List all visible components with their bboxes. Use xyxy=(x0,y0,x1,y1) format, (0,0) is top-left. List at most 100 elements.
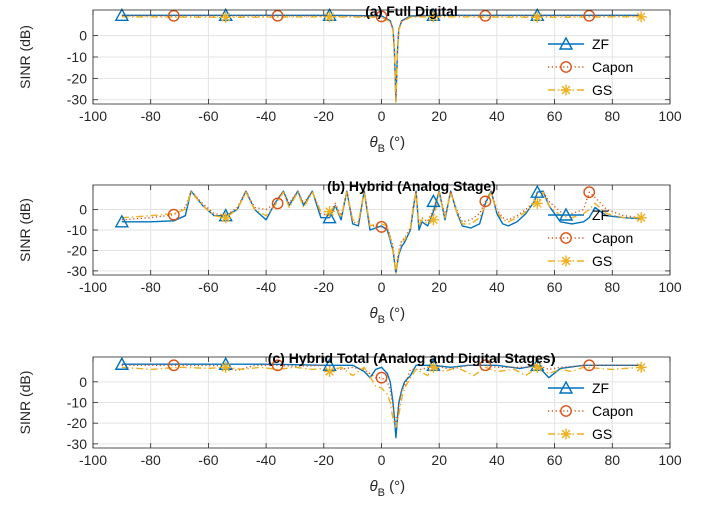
y-axis-label: SINR (dB) xyxy=(17,25,33,89)
legend-entry-gs: GS xyxy=(548,426,612,442)
subplot-title: (a) Full Digital xyxy=(365,3,458,19)
x-tick-label: -80 xyxy=(141,452,161,468)
series-line-gs xyxy=(121,16,642,103)
x-tick-label: -40 xyxy=(256,279,276,295)
legend-entry-zf: ZF xyxy=(548,207,609,223)
x-tick-label: 60 xyxy=(547,279,563,295)
legend-marker-capon xyxy=(560,61,572,73)
series-line-capon xyxy=(121,15,642,101)
legend-entry-zf: ZF xyxy=(548,36,609,52)
x-tick-label: 20 xyxy=(431,279,447,295)
data-point-capon xyxy=(167,208,180,221)
legend-marker-capon xyxy=(560,405,572,417)
data-point-capon xyxy=(583,359,596,372)
data-point-zf xyxy=(322,210,337,224)
legend-label: GS xyxy=(592,426,612,442)
data-point-capon xyxy=(375,221,388,233)
legend-label: ZF xyxy=(592,380,609,396)
data-point-capon xyxy=(583,9,596,22)
x-tick-label: -40 xyxy=(256,108,276,124)
legend-label: ZF xyxy=(592,36,609,52)
data-point-gs xyxy=(531,11,543,23)
data-point-gs xyxy=(635,212,647,224)
data-point-gs xyxy=(635,11,647,23)
data-point-gs xyxy=(531,361,543,373)
x-tick-label: -100 xyxy=(79,452,107,468)
data-point-gs xyxy=(220,212,232,224)
y-tick-label: 0 xyxy=(79,374,87,390)
legend-label: GS xyxy=(592,253,612,269)
legend-marker-capon xyxy=(560,232,572,244)
data-point-gs xyxy=(220,361,232,373)
legend-label: Capon xyxy=(592,230,633,246)
legend-label: ZF xyxy=(592,207,609,223)
data-point-capon xyxy=(583,186,596,199)
x-tick-label: 40 xyxy=(489,279,505,295)
x-tick-label: -60 xyxy=(198,108,218,124)
data-point-capon xyxy=(375,371,388,384)
data-point-gs xyxy=(324,365,336,377)
subplot-3: -100 -80 -60 -40 -20 0 20 40 60 80 100 0 -10 -20 -30 (c… xyxy=(17,350,682,499)
data-point-capon xyxy=(271,359,284,372)
legend-label: Capon xyxy=(592,403,633,419)
x-tick-label: -80 xyxy=(141,108,161,124)
legend-marker-gs xyxy=(560,428,572,440)
y-axis-label: SINR (dB) xyxy=(17,371,33,435)
x-tick-label: 60 xyxy=(547,452,563,468)
data-point-capon xyxy=(479,359,492,372)
x-tick-label: -60 xyxy=(198,452,218,468)
x-tick-label: 0 xyxy=(378,452,386,468)
x-tick-label: -20 xyxy=(314,452,334,468)
data-point-capon xyxy=(271,9,284,22)
x-tick-label: 40 xyxy=(489,108,505,124)
data-point-gs xyxy=(220,11,232,23)
legend-marker-gs xyxy=(560,255,572,267)
data-point-capon xyxy=(167,9,180,22)
y-tick-label: -20 xyxy=(67,415,87,431)
legend-label: GS xyxy=(592,82,612,98)
data-point-gs xyxy=(324,11,336,23)
legend-entry-gs: GS xyxy=(548,253,612,269)
y-tick-label: -30 xyxy=(67,263,87,279)
x-tick-label: 80 xyxy=(605,279,621,295)
data-point-gs xyxy=(427,214,439,226)
x-tick-label: 20 xyxy=(431,452,447,468)
x-tick-label: 100 xyxy=(658,279,682,295)
legend-entry-capon: Capon xyxy=(548,59,633,75)
data-point-capon xyxy=(167,359,180,372)
x-tick-label: -20 xyxy=(314,279,334,295)
x-tick-label: 100 xyxy=(658,108,682,124)
data-point-capon xyxy=(479,9,492,22)
x-tick-label: 60 xyxy=(547,108,563,124)
y-tick-label: -30 xyxy=(67,436,87,452)
x-axis-label: θB (°) xyxy=(370,134,406,155)
y-tick-label: 0 xyxy=(79,202,87,218)
data-point-capon xyxy=(271,197,284,210)
data-point-zf xyxy=(426,193,441,208)
x-tick-label: 80 xyxy=(605,108,621,124)
x-tick-label: -60 xyxy=(198,279,218,295)
data-point-zf xyxy=(530,184,545,198)
y-tick-label: -20 xyxy=(67,242,87,258)
x-axis-label: θB (°) xyxy=(370,478,406,499)
y-tick-label: -10 xyxy=(67,395,87,411)
data-point-zf xyxy=(114,214,130,228)
y-tick-label: -30 xyxy=(67,92,87,108)
y-tick-label: -10 xyxy=(67,222,87,238)
legend-marker-zf xyxy=(558,380,574,394)
data-point-zf xyxy=(114,356,130,370)
legend-label: Capon xyxy=(592,59,633,75)
x-tick-label: 0 xyxy=(378,108,386,124)
subplot-title: (b) Hybrid (Analog Stage) xyxy=(327,178,496,194)
x-tick-label: -100 xyxy=(79,279,107,295)
data-point-gs xyxy=(531,197,543,209)
data-point-gs xyxy=(427,11,439,23)
data-point-gs xyxy=(635,361,647,373)
legend-entry-gs: GS xyxy=(548,82,612,98)
data-point-gs xyxy=(324,206,336,218)
subplot-title: (c) Hybrid Total (Analog and Digital Sta… xyxy=(268,350,556,366)
x-tick-label: -40 xyxy=(256,452,276,468)
legend-entry-capon: Capon xyxy=(548,403,633,419)
x-tick-label: -80 xyxy=(141,279,161,295)
